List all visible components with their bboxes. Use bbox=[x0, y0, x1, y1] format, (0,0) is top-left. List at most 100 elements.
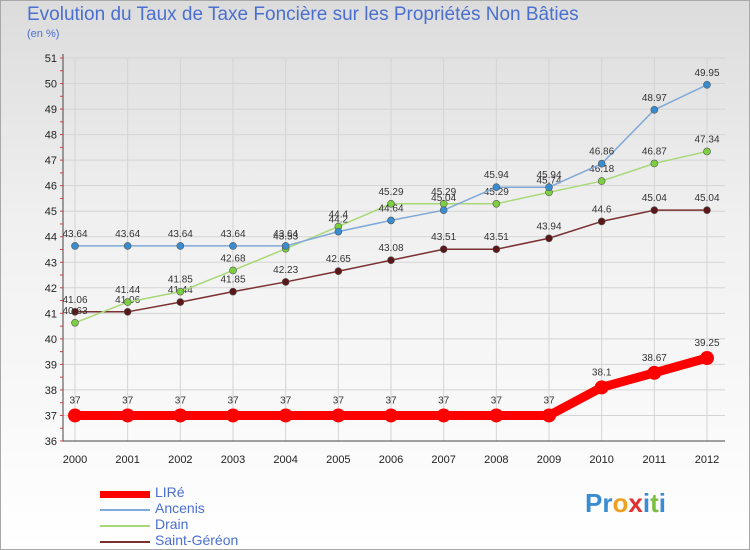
data-label: 47.34 bbox=[694, 134, 719, 145]
data-label: 44.6 bbox=[592, 204, 612, 215]
legend-swatch bbox=[100, 509, 150, 511]
data-label: 40.63 bbox=[62, 306, 87, 317]
data-point bbox=[489, 408, 504, 423]
legend-label: LIRé bbox=[155, 484, 185, 500]
y-tick-label: 44 bbox=[45, 232, 57, 244]
data-point bbox=[120, 408, 135, 423]
data-label: 45.04 bbox=[694, 193, 719, 204]
data-label: 46.86 bbox=[589, 147, 614, 158]
data-label: 37 bbox=[438, 395, 450, 406]
data-label: 37 bbox=[543, 395, 555, 406]
data-point bbox=[597, 159, 606, 168]
brand-logo: Proxiti bbox=[585, 488, 666, 519]
data-point bbox=[545, 234, 553, 243]
data-label: 44.64 bbox=[378, 203, 403, 214]
data-label: 46.18 bbox=[589, 164, 614, 175]
y-tick-label: 49 bbox=[45, 104, 57, 116]
data-label: 42.23 bbox=[273, 265, 298, 276]
data-point bbox=[229, 287, 237, 296]
brand-letter: o bbox=[612, 488, 629, 518]
data-label: 43.51 bbox=[484, 232, 509, 243]
data-label: 41.85 bbox=[220, 275, 245, 286]
data-point bbox=[439, 206, 448, 214]
data-label: 45.29 bbox=[378, 187, 403, 198]
unit-label: (en %) bbox=[27, 28, 60, 40]
data-point bbox=[492, 199, 501, 208]
data-label: 38.67 bbox=[642, 353, 667, 364]
y-tick-label: 48 bbox=[45, 130, 57, 142]
y-tick-label: 43 bbox=[45, 257, 57, 269]
x-tick-label: 2006 bbox=[379, 454, 403, 466]
legend-item: Drain bbox=[100, 516, 300, 534]
data-point bbox=[176, 287, 185, 296]
data-label: 42.65 bbox=[326, 254, 351, 265]
data-label: 43.64 bbox=[115, 229, 140, 240]
data-label: 41.44 bbox=[115, 285, 140, 296]
line-chart: 36 37 38 39 40 41 42 43 44 45 46 47 48 49 50 51 2000 2001… bbox=[45, 53, 725, 466]
data-label: 49.95 bbox=[694, 68, 719, 79]
data-point bbox=[700, 351, 714, 366]
data-label: 41.06 bbox=[62, 295, 87, 306]
data-point bbox=[384, 408, 398, 423]
data-point bbox=[173, 408, 188, 423]
data-label: 37 bbox=[175, 395, 187, 406]
chart-title: Evolution du Taux de Taxe Foncière sur l… bbox=[27, 4, 579, 25]
x-tick-label: 2011 bbox=[643, 454, 667, 466]
x-tick-label: 2004 bbox=[273, 454, 297, 466]
data-label: 45.04 bbox=[431, 193, 456, 204]
y-tick-label: 46 bbox=[45, 181, 57, 193]
x-tick-label: 2005 bbox=[326, 454, 350, 466]
data-label: 44.2 bbox=[329, 215, 349, 226]
brand-letter: i bbox=[642, 488, 651, 518]
x-tick-label: 2003 bbox=[221, 454, 245, 466]
data-point bbox=[226, 408, 240, 423]
data-label: 43.53 bbox=[273, 232, 298, 243]
brand-letter: t bbox=[650, 488, 659, 518]
data-point bbox=[334, 227, 343, 236]
data-point bbox=[542, 408, 556, 423]
legend-label: Drain bbox=[155, 516, 189, 532]
data-point bbox=[436, 408, 451, 423]
legend-item: Saint-Géréon bbox=[100, 532, 300, 550]
data-point bbox=[703, 147, 711, 156]
data-point bbox=[229, 242, 237, 250]
data-label: 37 bbox=[122, 395, 134, 406]
legend-label: Ancenis bbox=[155, 500, 205, 516]
y-tick-label: 36 bbox=[45, 436, 57, 448]
y-tick-label: 50 bbox=[45, 79, 57, 91]
data-label: 43.64 bbox=[168, 229, 193, 240]
data-label: 43.51 bbox=[431, 232, 456, 243]
data-label: 37 bbox=[385, 395, 397, 406]
data-label: 44.4 bbox=[329, 210, 349, 221]
data-point bbox=[545, 183, 553, 191]
x-tick-label: 2001 bbox=[115, 454, 139, 466]
data-label: 37 bbox=[333, 395, 345, 406]
data-point bbox=[439, 245, 448, 254]
data-point bbox=[597, 217, 606, 226]
data-label: 45.94 bbox=[536, 170, 561, 181]
data-label: 46.87 bbox=[642, 146, 667, 157]
data-label: 39.25 bbox=[694, 338, 719, 349]
data-label: 43.64 bbox=[62, 229, 87, 240]
data-label: 37 bbox=[69, 395, 81, 406]
data-point bbox=[650, 206, 659, 214]
data-point bbox=[647, 365, 662, 380]
data-point bbox=[71, 308, 79, 316]
data-label: 45.94 bbox=[484, 170, 509, 181]
data-point bbox=[492, 183, 501, 191]
data-label: 45.04 bbox=[642, 193, 667, 204]
data-point bbox=[176, 242, 185, 250]
data-label: 37 bbox=[227, 395, 239, 406]
legend-swatch bbox=[100, 525, 150, 527]
brand-letter: P bbox=[585, 488, 603, 518]
y-tick-label: 37 bbox=[45, 410, 57, 422]
y-tick-label: 45 bbox=[45, 206, 57, 218]
data-label: 45.29 bbox=[484, 187, 509, 198]
y-tick-label: 38 bbox=[45, 385, 57, 397]
data-point bbox=[597, 177, 606, 185]
brand-letter: x bbox=[628, 488, 643, 518]
data-point bbox=[278, 408, 293, 423]
y-tick-label: 47 bbox=[45, 155, 57, 167]
legend-swatch bbox=[100, 541, 150, 543]
